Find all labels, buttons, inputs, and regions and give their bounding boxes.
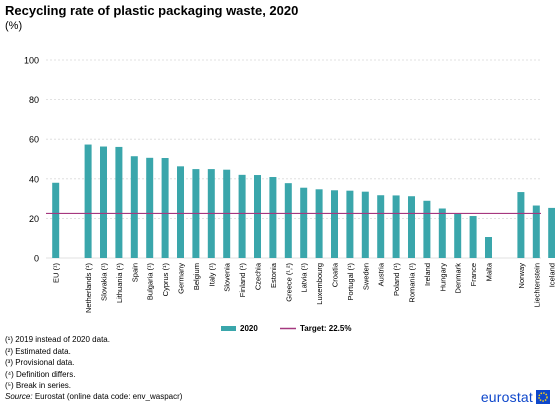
bar bbox=[361, 191, 369, 258]
x-tick-label: Greece (¹,²) bbox=[284, 263, 293, 302]
axis-labels: 0 20 40 60 80 100 EU (¹) Netherlands (¹) Slovaki… bbox=[24, 56, 555, 314]
x-tick-label: Liechtenstein bbox=[532, 263, 541, 307]
eurostat-logo-icon bbox=[536, 390, 550, 404]
x-tick-label: Romania (¹) bbox=[408, 263, 417, 303]
footnote: (⁵) Break in series. bbox=[5, 381, 71, 390]
legend-label-2020: 2020 bbox=[240, 324, 258, 333]
x-tick-label: Spain bbox=[130, 263, 139, 282]
x-tick-label: Estonia bbox=[269, 262, 278, 288]
x-tick-label: Czechia bbox=[254, 262, 263, 290]
bar bbox=[423, 200, 431, 258]
bar bbox=[377, 195, 385, 258]
bar bbox=[177, 166, 184, 258]
bar bbox=[161, 158, 169, 258]
x-tick-label: Portugal (¹) bbox=[346, 263, 355, 301]
x-tick-label: Poland (¹) bbox=[392, 263, 401, 296]
x-tick-label: Slovenia bbox=[223, 262, 232, 292]
footnote: (²) Estimated data. bbox=[5, 346, 71, 356]
y-axis-unit: (%) bbox=[5, 20, 23, 32]
source-label: Source: bbox=[5, 392, 33, 401]
bar bbox=[517, 192, 525, 258]
footnote: (³) Provisional data. bbox=[5, 358, 75, 367]
legend-swatch-2020 bbox=[221, 326, 236, 331]
source-note: Source: Eurostat (online data code: env_… bbox=[5, 392, 182, 401]
bar bbox=[548, 207, 555, 258]
y-tick-label: 60 bbox=[29, 135, 39, 145]
bar-chart: 0 20 40 60 80 100 EU (¹) Netherlands (¹) Slovaki… bbox=[24, 56, 555, 333]
bar bbox=[438, 208, 446, 258]
bar bbox=[315, 189, 323, 258]
x-tick-label: Sweden bbox=[361, 263, 370, 290]
x-tick-label: Belgium bbox=[192, 263, 201, 290]
bar bbox=[532, 205, 540, 258]
y-tick-label: 20 bbox=[29, 214, 39, 224]
source-text: Eurostat (online data code: env_waspacr) bbox=[34, 392, 183, 401]
bar-series bbox=[52, 144, 555, 258]
bar bbox=[146, 157, 154, 258]
x-tick-label: Netherlands (¹) bbox=[84, 263, 93, 314]
x-tick-label: Cyprus (¹) bbox=[161, 263, 170, 297]
bar bbox=[115, 146, 123, 258]
y-tick-label: 0 bbox=[34, 254, 39, 264]
bar bbox=[84, 144, 92, 258]
y-tick-label: 100 bbox=[24, 56, 39, 66]
bar bbox=[284, 183, 292, 258]
x-tick-label: Germany bbox=[177, 263, 186, 294]
bar bbox=[130, 156, 138, 258]
legend-label-target: Target: 22.5% bbox=[300, 324, 351, 333]
chart-title: Recycling rate of plastic packaging wast… bbox=[5, 3, 299, 18]
x-tick-label: France bbox=[469, 263, 478, 286]
x-tick-label: Denmark bbox=[454, 263, 463, 294]
footnote: (⁴) Definition differs. bbox=[5, 369, 76, 379]
x-tick-label: Slovakia (¹) bbox=[100, 263, 109, 301]
bar bbox=[331, 190, 338, 258]
bar bbox=[469, 216, 477, 258]
x-tick-label: EU (¹) bbox=[52, 263, 61, 283]
bar bbox=[52, 182, 60, 258]
x-tick-label: Finland (¹) bbox=[238, 263, 247, 298]
x-tick-label: Ireland bbox=[423, 263, 432, 286]
bar bbox=[392, 195, 400, 258]
x-tick-label: Luxembourg bbox=[315, 263, 324, 305]
x-tick-label: Malta bbox=[485, 262, 494, 281]
footnotes: (¹) 2019 instead of 2020 data. (²) Estim… bbox=[5, 334, 110, 392]
x-tick-label: Austria bbox=[377, 262, 386, 286]
bar bbox=[454, 213, 462, 258]
y-tick-label: 80 bbox=[29, 95, 39, 105]
x-tick-label: Bulgaria (¹) bbox=[146, 262, 155, 300]
bar bbox=[346, 190, 354, 258]
eurostat-logo-text: eurostat bbox=[480, 389, 533, 405]
bar bbox=[238, 174, 246, 258]
bar bbox=[485, 237, 492, 258]
x-tick-label: Norway bbox=[517, 263, 526, 289]
x-tick-label: Italy (¹) bbox=[207, 263, 216, 287]
legend: 2020 Target: 22.5% bbox=[221, 324, 351, 333]
x-tick-label: Hungary bbox=[438, 263, 447, 292]
x-tick-label: Lithuania (¹) bbox=[115, 263, 124, 304]
bar bbox=[269, 177, 277, 258]
bar bbox=[254, 175, 261, 258]
x-tick-label: Croatia bbox=[331, 262, 340, 287]
x-tick-label: Latvia (¹) bbox=[300, 263, 309, 293]
x-tick-label: Iceland bbox=[548, 263, 555, 287]
y-tick-label: 40 bbox=[29, 174, 39, 184]
bar bbox=[100, 146, 107, 258]
bar bbox=[300, 187, 308, 258]
bar bbox=[408, 196, 415, 258]
footnote: (¹) 2019 instead of 2020 data. bbox=[5, 335, 110, 344]
